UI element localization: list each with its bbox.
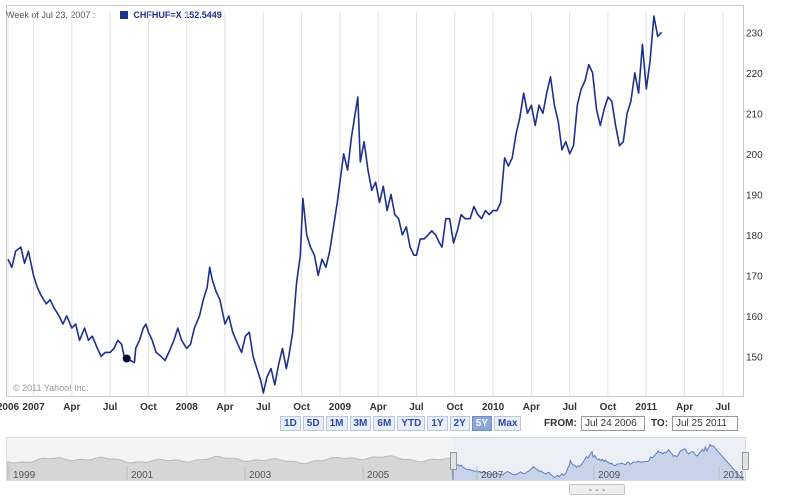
from-label: FROM: (544, 418, 577, 429)
y-tick-label: 170 (746, 271, 763, 282)
to-date-input[interactable] (672, 416, 738, 431)
y-tick-label: 160 (746, 312, 763, 323)
navigator-selected-area (452, 443, 744, 480)
navigator-year-label: 2001 (131, 470, 154, 481)
navigator-left-handle[interactable] (450, 452, 457, 470)
range-button-5d[interactable]: 5D (302, 416, 324, 431)
x-tick-label: Jul (409, 402, 424, 413)
range-button-1d[interactable]: 1D (280, 416, 301, 431)
x-tick-label: Jul (256, 402, 271, 413)
navigator-year-labels: 1999 2001 2003 2005 2007 2009 2011 (8, 466, 745, 481)
y-tick-label: 200 (746, 150, 763, 161)
x-tick-label: 2006 (0, 402, 20, 413)
price-line-chart[interactable]: 150 160 170 180 190 200 210 220 230 20062007 Apr J… (0, 0, 794, 420)
y-tick-label: 230 (746, 28, 763, 39)
x-tick-label: 2008 (176, 402, 199, 413)
x-tick-label: Oct (140, 402, 157, 413)
range-button-6m[interactable]: 6M (373, 416, 396, 431)
legend-quote: 152.5449 (184, 10, 222, 20)
x-tick-label: Oct (446, 402, 463, 413)
navigator-year-label: 2007 (481, 470, 504, 481)
navigator-year-label: 2009 (598, 470, 621, 481)
x-tick-label: Oct (293, 402, 310, 413)
x-tick-label: Apr (216, 402, 233, 413)
x-tick-label: Jul (716, 402, 731, 413)
x-tick-label: 2009 (329, 402, 352, 413)
from-date-input[interactable] (581, 416, 645, 431)
navigator-panel[interactable]: 1999 2001 2003 2005 2007 2009 2011 (6, 437, 746, 481)
x-tick-label: Apr (523, 402, 540, 413)
x-tick-label: Apr (370, 402, 387, 413)
legend-symbol: CHFHUF=X (133, 10, 182, 20)
navigator-history-area (7, 455, 454, 480)
range-button-2y[interactable]: 2Y (449, 416, 470, 431)
range-button-3m[interactable]: 3M (349, 416, 372, 431)
y-tick-label: 150 (746, 352, 763, 363)
x-tick-label: 2011 (635, 402, 657, 413)
navigator-right-handle[interactable] (742, 452, 749, 470)
range-button-5y[interactable]: 5Y (471, 416, 493, 431)
chart-frame (6, 5, 744, 397)
navigator-chart: 1999 2001 2003 2005 2007 2009 2011 (7, 438, 745, 481)
x-tick-label: Jul (103, 402, 118, 413)
y-axis-tick-labels: 150 160 170 180 190 200 210 220 230 (746, 28, 763, 363)
hover-marker (122, 354, 131, 363)
range-button-bar: 1D 5D 1M 3M 6M YTD 1Y 2Y 5Y Max (280, 416, 522, 431)
navigator-year-label: 2011 (723, 470, 745, 481)
x-tick-label: Jul (562, 402, 577, 413)
x-tick-label: Oct (600, 402, 617, 413)
navigator-year-label: 2005 (367, 470, 390, 481)
range-button-ytd[interactable]: YTD (397, 416, 426, 431)
week-label: Week of Jul 23, 2007 : (6, 10, 96, 20)
x-tick-label: Apr (63, 402, 80, 413)
x-tick-label: 2007 (22, 402, 45, 413)
grid-layer (7, 12, 724, 397)
navigator-year-label: 2003 (249, 470, 272, 481)
y-tick-label: 190 (746, 190, 763, 201)
y-tick-label: 220 (746, 69, 763, 80)
navigator-year-label: 1999 (13, 470, 36, 481)
series-color-swatch (119, 11, 128, 19)
y-tick-label: 180 (746, 231, 763, 242)
to-label: TO: (651, 418, 669, 429)
navigator-scroll-grip[interactable]: ⌄⌄⌄ (569, 484, 625, 495)
x-axis-tick-labels: 20062007 Apr Jul Oct 2008 Apr Jul Oct 2009 Apr Jul… (0, 402, 730, 413)
copyright-text: © 2011 Yahoo! Inc. (13, 383, 89, 393)
range-button-1y[interactable]: 1Y (427, 416, 448, 431)
range-button-1m[interactable]: 1M (325, 416, 348, 431)
chart-info-bar: Week of Jul 23, 2007 : CHFHUF=X 152.5449 (6, 10, 222, 20)
range-button-max[interactable]: Max (494, 416, 522, 431)
y-tick-label: 210 (746, 109, 763, 120)
x-tick-label: Apr (676, 402, 693, 413)
series-line-chfhuf (7, 15, 663, 394)
x-tick-label: 2010 (482, 402, 505, 413)
